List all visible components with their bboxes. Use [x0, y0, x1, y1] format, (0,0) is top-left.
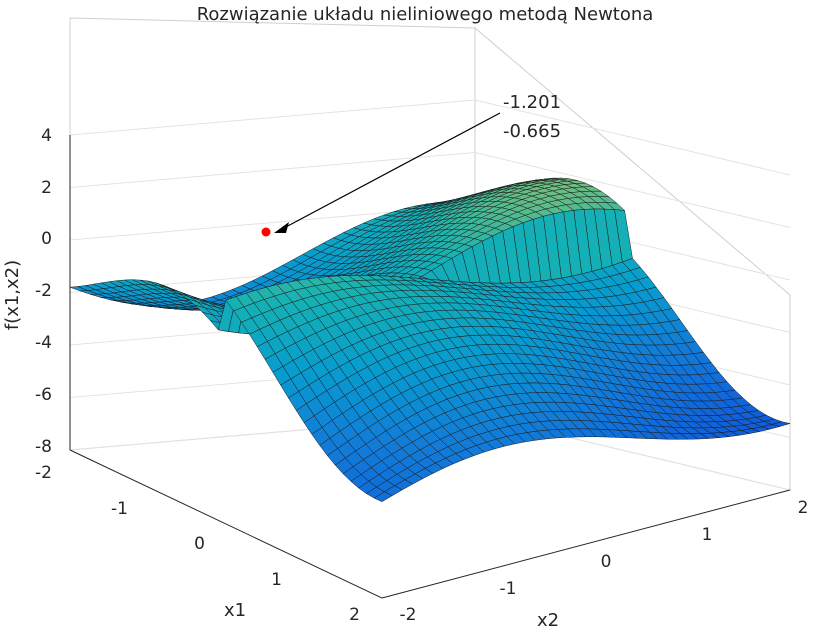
z-tick-label: -8 [35, 437, 52, 457]
solution-point-marker [261, 227, 271, 237]
grid-line [69, 151, 791, 228]
x2-axis-ticks: -2 -1 0 1 2 [400, 498, 809, 625]
z-tick-label: -4 [35, 333, 52, 353]
x2-axis-label: x2 [537, 610, 559, 630]
x1-tick-label: -1 [111, 499, 128, 519]
x1-tick-label: 2 [349, 605, 360, 625]
annotation-arrow-line [283, 112, 501, 229]
x2-tick-label: 1 [702, 525, 713, 545]
x1-tick-label: 0 [194, 534, 205, 554]
x1-tick-label: 1 [271, 570, 282, 590]
x1-axis-label: x1 [224, 600, 246, 621]
x2-tick-label: 0 [601, 552, 612, 572]
z-axis-label: f(x1,x2) [2, 260, 23, 330]
z-tick-label: 2 [41, 178, 52, 198]
annotation-text-line2: -0.665 [503, 121, 561, 142]
annotation-text-line1: -1.201 [503, 92, 561, 113]
z-axis-ticks: 4 2 0 -2 -4 -6 -8 [35, 126, 52, 457]
chart-title: Rozwiązanie układu nieliniowego metodą N… [197, 4, 654, 25]
surface-cell [373, 491, 393, 502]
axes-frame [69, 135, 791, 599]
annotation-arrowhead [274, 222, 289, 233]
x1-axis-ticks: -2 -1 0 1 2 [35, 463, 360, 625]
surface-mesh [69, 177, 791, 502]
z-tick-label: 0 [41, 229, 52, 249]
solution-annotation: -1.201 -0.665 [261, 92, 561, 237]
z-tick-label: 4 [41, 126, 52, 146]
x2-tick-label: 2 [798, 498, 809, 518]
z-tick-label: -6 [35, 385, 52, 405]
z-tick-label: -2 [35, 281, 52, 301]
x1-tick-label: -2 [35, 463, 52, 483]
x2-tick-label: -2 [400, 605, 417, 625]
grid-line [69, 99, 791, 176]
x2-tick-label: -1 [500, 579, 517, 599]
